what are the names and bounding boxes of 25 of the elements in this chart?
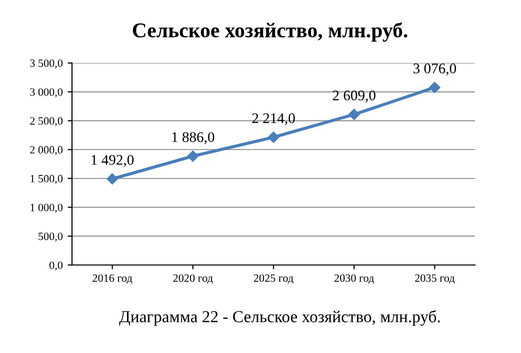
y-tick-label: 3 500,0 xyxy=(30,59,63,69)
x-tick-label: 2030 год xyxy=(334,274,374,284)
y-tick-label: 2 500,0 xyxy=(30,117,63,126)
y-tick-label: 2 000,0 xyxy=(30,146,63,156)
chart-title: Сельское хозяйство, млн.руб. xyxy=(132,22,408,42)
x-tick-label: 2035 год xyxy=(415,274,455,284)
data-label: 2 609,0 xyxy=(332,90,376,102)
point xyxy=(348,108,360,120)
y-tick-label: 0,0 xyxy=(50,261,63,271)
x-tick-label: 2025 год xyxy=(254,274,294,284)
point xyxy=(187,150,199,162)
y-tick-label: 1 500,0 xyxy=(30,174,63,184)
data-label: 2 214,0 xyxy=(252,113,295,126)
point xyxy=(106,173,118,184)
point xyxy=(429,82,440,94)
text: Диаграмма 22 - Сельское хозяйство, млн.руб. xyxy=(119,310,440,326)
data-label: 1 492,0 xyxy=(92,154,134,167)
x-tick-label: 2020 год xyxy=(173,274,213,284)
x-tick-label: 2016 год xyxy=(92,274,132,284)
data-label: 3 076,0 xyxy=(414,64,456,76)
y-tick-label: 500,0 xyxy=(38,232,63,242)
data-label: 1 886,0 xyxy=(172,132,214,144)
y-tick-label: 3 000,0 xyxy=(30,88,63,98)
point xyxy=(268,132,280,143)
y-tick-label: 1 000,0 xyxy=(30,204,63,213)
